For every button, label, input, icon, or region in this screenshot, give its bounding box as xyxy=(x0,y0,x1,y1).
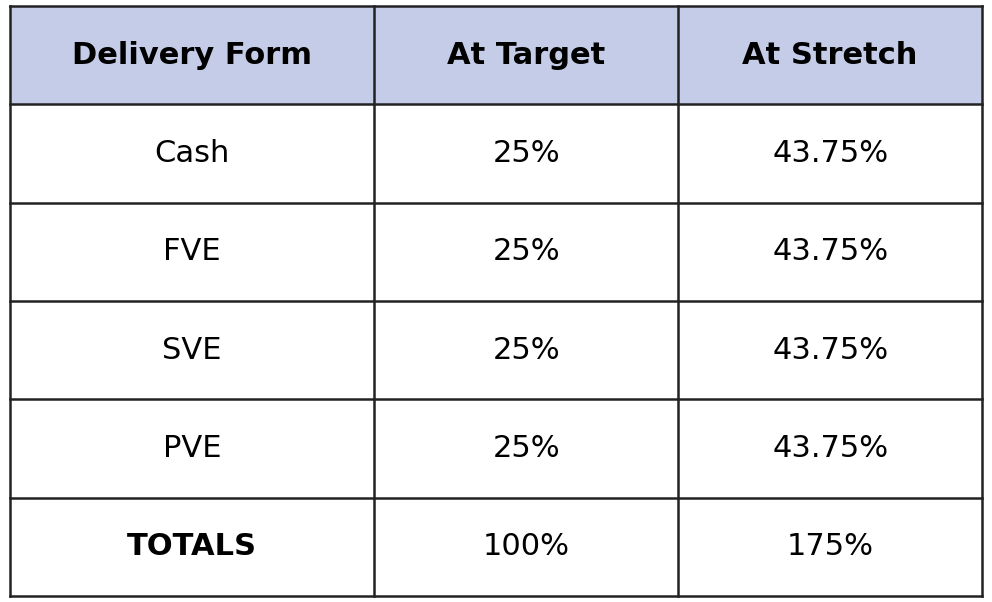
Text: 25%: 25% xyxy=(493,237,560,266)
Text: Cash: Cash xyxy=(155,139,230,168)
Text: 25%: 25% xyxy=(493,434,560,463)
Text: 43.75%: 43.75% xyxy=(772,139,888,168)
Text: 43.75%: 43.75% xyxy=(772,336,888,365)
Text: FVE: FVE xyxy=(164,237,221,266)
Text: 100%: 100% xyxy=(483,532,569,561)
Text: 175%: 175% xyxy=(787,532,874,561)
Text: 43.75%: 43.75% xyxy=(772,237,888,266)
Text: Delivery Form: Delivery Form xyxy=(72,41,312,70)
Text: PVE: PVE xyxy=(163,434,221,463)
Text: TOTALS: TOTALS xyxy=(127,532,257,561)
Text: SVE: SVE xyxy=(163,336,222,365)
Text: At Target: At Target xyxy=(447,41,605,70)
Text: 25%: 25% xyxy=(493,139,560,168)
Text: 25%: 25% xyxy=(493,336,560,365)
Text: 43.75%: 43.75% xyxy=(772,434,888,463)
Text: At Stretch: At Stretch xyxy=(742,41,918,70)
